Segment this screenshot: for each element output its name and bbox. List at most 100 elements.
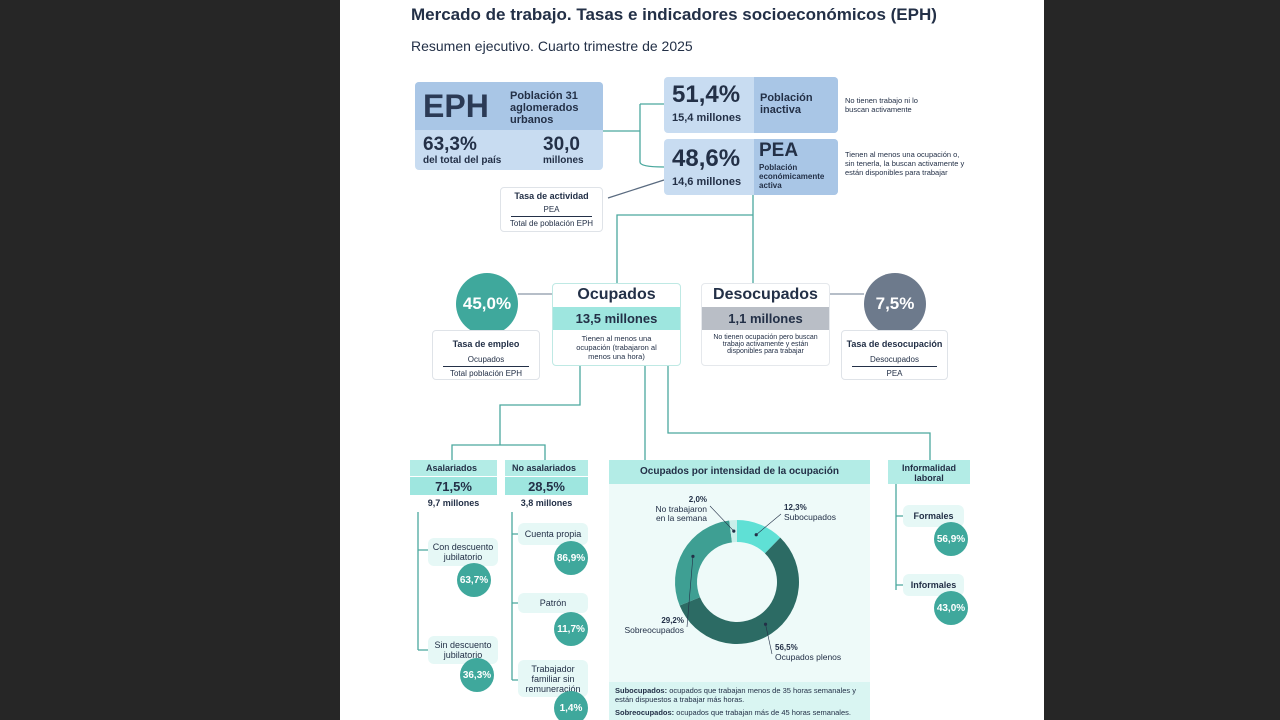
asalariados-pct: 71,5% bbox=[410, 477, 497, 495]
leader-dot bbox=[754, 533, 758, 537]
pea-box: 48,6% 14,6 millones PEA Población económ… bbox=[664, 139, 838, 195]
leader-line bbox=[765, 624, 773, 655]
connector bbox=[616, 195, 754, 283]
donut-segment bbox=[675, 520, 732, 606]
frac-bar bbox=[511, 216, 592, 217]
leader-dot bbox=[732, 529, 736, 533]
eph-logo: EPH bbox=[423, 88, 489, 124]
item-label: Con descuento jubilatorio bbox=[428, 538, 498, 566]
note: Subocupados: ocupados que trabajan menos… bbox=[615, 686, 864, 704]
eph-pct-label: del total del país bbox=[423, 155, 502, 166]
eph-box: EPH Población 31 aglomerados urbanos 63,… bbox=[415, 82, 603, 170]
item-value: 56,9% bbox=[934, 522, 968, 556]
ocupados-note: Tienen al menos una ocupación (trabajaro… bbox=[576, 334, 657, 361]
eph-total-label: millones bbox=[543, 155, 584, 166]
pea-pct: 48,6% bbox=[672, 145, 741, 172]
item-label: Patrón bbox=[518, 593, 588, 613]
donut-segment bbox=[737, 520, 781, 554]
pea-count: 14,6 millones bbox=[672, 176, 742, 188]
note: Sobreocupados: ocupados que trabajan más… bbox=[615, 708, 864, 717]
intensidad-panel: Ocupados por intensidad de la ocupación … bbox=[609, 460, 870, 720]
no-asalariados-pct: 28,5% bbox=[505, 477, 588, 495]
desocupados-box: Desocupados 1,1 millones No tienen ocupa… bbox=[701, 283, 830, 366]
pea-note: Tienen al menos una ocupación o, sin ten… bbox=[845, 150, 965, 177]
donut-segment bbox=[679, 537, 799, 644]
inactiva-note: No tienen trabajo ni lo buscan activamen… bbox=[845, 96, 918, 114]
label-line: No trabajaron bbox=[655, 504, 707, 514]
tasa-desocupacion-value: 7,5% bbox=[864, 273, 926, 335]
tasa-empleo: Tasa de empleo Ocupados Total población … bbox=[432, 330, 540, 380]
note-text: ocupados que trabajan más de 45 horas se… bbox=[676, 708, 851, 717]
item-value: 43,0% bbox=[934, 591, 968, 625]
item-value: 11,7% bbox=[554, 612, 588, 646]
label-line: en la semana bbox=[656, 513, 707, 523]
leader-line bbox=[686, 556, 694, 628]
donut-chart: 12,3%Subocupados 56,5%Ocupados plenos 29,2… bbox=[624, 495, 841, 662]
asalariados-title: Asalariados bbox=[410, 460, 497, 476]
category-label: Subocupados bbox=[784, 512, 836, 522]
frac-title: Tasa de actividad bbox=[514, 191, 589, 201]
item-label: Formales bbox=[903, 505, 964, 527]
frac-den: Total población EPH bbox=[449, 369, 523, 378]
note-term: Subocupados: bbox=[615, 686, 668, 695]
connector bbox=[603, 103, 665, 168]
category-label: No trabajaron en la semana bbox=[655, 504, 707, 523]
ocupados-box: Ocupados 13,5 millones Tienen al menos u… bbox=[552, 283, 681, 366]
inactiva-label: Población inactiva bbox=[760, 92, 813, 116]
connector bbox=[417, 512, 518, 681]
inactiva-box: 51,4% 15,4 millones Población inactiva bbox=[664, 77, 838, 133]
inactiva-count: 15,4 millones bbox=[672, 112, 742, 124]
connector bbox=[451, 366, 581, 460]
leader-line bbox=[756, 513, 782, 535]
no-asalariados-count: 3,8 millones bbox=[520, 498, 573, 508]
item-label: Trabajador familiar sin remuneración bbox=[518, 660, 588, 697]
value-label: 12,3% bbox=[784, 503, 807, 512]
item-label: Informales bbox=[903, 574, 964, 596]
tasa-actividad: Tasa de actividad PEA Total de población… bbox=[500, 187, 603, 232]
desocupados-note: No tienen ocupación pero buscan trabajo … bbox=[713, 334, 818, 355]
intensidad-title: Ocupados por intensidad de la ocupación bbox=[609, 460, 870, 484]
eph-head bbox=[415, 82, 603, 130]
frac-num: Ocupados bbox=[467, 355, 505, 364]
arrow bbox=[607, 179, 665, 199]
note-text: ocupados que trabajan menos de 35 horas … bbox=[615, 686, 856, 704]
ocupados-title: Ocupados bbox=[577, 286, 656, 303]
category-label: Sobreocupados bbox=[624, 625, 684, 635]
note-term: Sobreocupados: bbox=[615, 708, 675, 717]
desocupados-title: Desocupados bbox=[713, 286, 818, 303]
tasa-desocupacion: Tasa de desocupación Desocupados PEA bbox=[841, 330, 948, 380]
connector bbox=[895, 484, 903, 590]
frac-bar bbox=[852, 366, 937, 367]
subtitle: Resumen ejecutivo. Cuarto trimestre de 2… bbox=[411, 38, 693, 54]
eph-pct: 63,3% bbox=[423, 134, 477, 155]
value-label: 2,0% bbox=[689, 495, 707, 504]
leader-dot bbox=[763, 622, 768, 626]
informalidad-title: Informalidad laboral bbox=[888, 460, 970, 484]
pea-abbr: PEA bbox=[759, 140, 799, 161]
value-label: 56,5% bbox=[775, 643, 798, 652]
frac-num: PEA bbox=[543, 205, 560, 214]
intensidad-notes: Subocupados: ocupados que trabajan menos… bbox=[609, 682, 870, 720]
frac-title: Tasa de empleo bbox=[452, 339, 520, 349]
ocupados-count: 13,5 millones bbox=[553, 307, 680, 330]
item-value: 63,7% bbox=[457, 563, 491, 597]
title: Mercado de trabajo. Tasas e indicadores … bbox=[411, 5, 937, 24]
pea-label: Población económicamente activa bbox=[759, 163, 825, 190]
frac-title: Tasa de desocupación bbox=[846, 339, 943, 349]
desocupados-count: 1,1 millones bbox=[702, 307, 829, 330]
connectors bbox=[417, 103, 931, 681]
item-label: Sin descuento jubilatorio bbox=[428, 636, 498, 664]
item-value: 36,3% bbox=[460, 658, 494, 692]
tasa-empleo-value: 45,0% bbox=[456, 273, 518, 335]
frac-den: Total de población EPH bbox=[509, 219, 594, 228]
eph-desc: Población 31 aglomerados urbanos bbox=[510, 90, 579, 126]
item-label: Cuenta propia bbox=[518, 523, 588, 545]
category-label: Ocupados plenos bbox=[775, 652, 841, 662]
inactiva-side bbox=[754, 77, 838, 133]
frac-bar bbox=[443, 366, 529, 367]
item-value: 1,4% bbox=[554, 691, 588, 720]
connector bbox=[644, 366, 931, 460]
inactiva-pct: 51,4% bbox=[672, 81, 741, 108]
